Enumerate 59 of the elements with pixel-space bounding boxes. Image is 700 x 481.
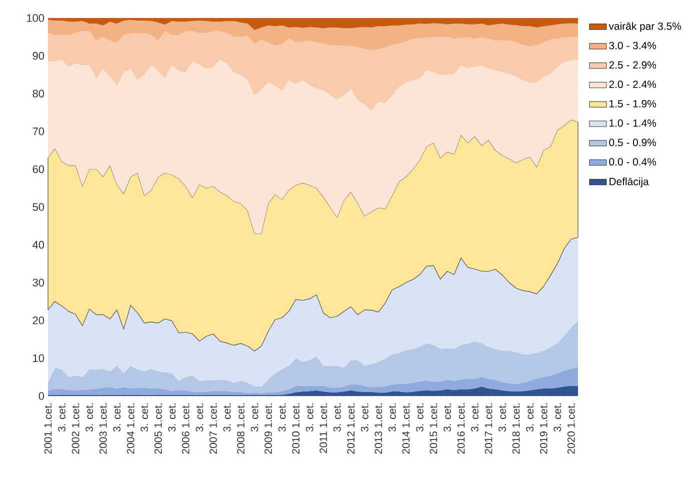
x-tick-label: 3. cet.	[278, 403, 286, 432]
x-tick-label: 2019 1.cet.	[540, 403, 548, 454]
legend-label: 1.0 - 1.4%	[610, 119, 656, 127]
legend-label: 0.0 - 0.4%	[609, 158, 656, 166]
x-tick-label: 2009 1.cet.	[264, 403, 272, 454]
x-tick-label: 3. cet.	[58, 403, 66, 432]
x-tick-label: 2011 1.cet.	[320, 403, 328, 453]
x-tick-label: 2014 1.cet.	[402, 403, 410, 454]
x-tick-label: 3. cet.	[554, 403, 562, 432]
x-tick-label: 3. cet.	[250, 403, 258, 432]
x-tick-label: 3. cet.	[388, 403, 396, 432]
x-tick-label: 3. cet.	[526, 403, 534, 432]
legend-label: 2.0 - 2.4%	[609, 80, 656, 88]
y-tick-label: 90	[32, 52, 44, 60]
y-tick-label: 20	[32, 316, 44, 324]
y-tick-label: 80	[32, 90, 44, 98]
x-tick-label: 3. cet.	[471, 403, 478, 432]
x-tick-label: 2015 1.cet.	[430, 403, 438, 454]
y-tick-label: 60	[32, 165, 44, 174]
x-tick-label: 3. cet.	[498, 403, 506, 432]
x-tick-label: 2001 1.cet.	[44, 403, 52, 454]
x-tick-label: 2008 1.cet.	[237, 403, 244, 454]
legend-label: 1.5 - 1.9%	[610, 100, 656, 108]
x-tick-label: 2006 1.cet.	[182, 403, 190, 454]
legend-label: vairāk par 3.5%	[608, 22, 682, 32]
x-tick-label: 3. cet.	[306, 403, 314, 432]
x-tick-label: 2003 1.cet.	[99, 403, 107, 454]
x-tick-label: 2020 1.cet.	[567, 403, 575, 454]
y-tick-label: 50	[32, 203, 44, 211]
y-tick-label: 10	[33, 354, 44, 362]
x-tick-label: 2013 1.cet.	[374, 403, 382, 454]
x-tick-label: 3. cet.	[196, 403, 204, 432]
x-tick-label: 2010 1.cet.	[292, 403, 300, 454]
x-tick-label: 2018 1.cet.	[512, 403, 520, 454]
x-tick-label: 3. cet.	[140, 403, 148, 432]
y-tick-label: 100	[27, 14, 44, 22]
y-tick-label: 30	[32, 278, 44, 286]
x-tick-label: 3. cet.	[86, 403, 94, 432]
x-tick-label: 3. cet.	[444, 403, 451, 432]
legend-label: 0.5 - 0.9%	[609, 138, 656, 146]
legend-label: Deflācija	[610, 178, 649, 188]
legend-label: 3.0 - 3.4%	[609, 42, 656, 50]
x-tick-label: 3. cet.	[168, 403, 176, 432]
x-tick-label: 3. cet.	[223, 403, 231, 432]
x-tick-label: 3. cet.	[113, 403, 121, 432]
x-tick-label: 3. cet.	[360, 403, 368, 432]
y-tick-label: 40	[32, 240, 44, 249]
x-tick-label: 2005 1.cet.	[154, 403, 162, 454]
x-tick-label: 3. cet.	[333, 403, 341, 432]
x-tick-label: 2016 1.cet.	[457, 403, 465, 454]
x-tick-label: 2002 1.cet.	[72, 403, 80, 454]
x-tick-label: 2017 1.cet.	[484, 403, 492, 454]
y-tick-label: 0	[38, 392, 44, 400]
x-tick-label: 2004 1.cet.	[126, 403, 134, 454]
x-tick-label: 2012 1.cet.	[347, 403, 355, 454]
x-tick-label: 3. cet.	[416, 403, 424, 432]
x-tick-label: 2007 1.cet.	[210, 403, 217, 454]
legend-label: 2.5 - 2.9%	[609, 61, 656, 69]
y-tick-label: 70	[32, 128, 44, 136]
